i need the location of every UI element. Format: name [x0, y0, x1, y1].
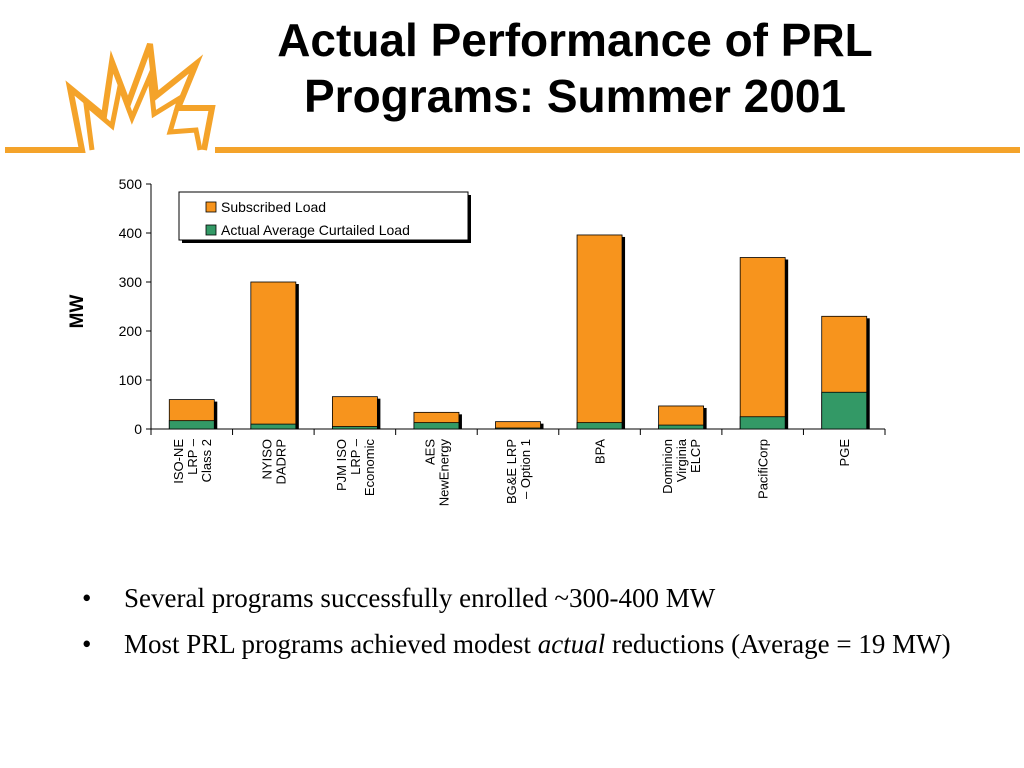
page-title: Actual Performance of PRL Programs: Summ…	[277, 14, 873, 122]
legend	[178, 191, 469, 241]
x-tick-label: ISO-NE LRP – Class 2	[171, 438, 214, 484]
x-tick-label-line: Class 2	[199, 439, 214, 482]
bar-actual-curtailed-load	[821, 391, 868, 430]
starburst-icon	[5, 42, 216, 153]
x-tick-label-line: LRP –	[185, 438, 200, 475]
x-tick-label: BG&E LRP – Option 1	[504, 439, 533, 504]
bullet-item: • Most PRL programs achieved modest actua…	[82, 624, 962, 665]
bullet-text-part: Most PRL programs achieved modest	[124, 629, 538, 659]
bullet-marker: •	[82, 583, 92, 613]
bar-actual-curtailed-load	[495, 427, 541, 430]
bar-actual-curtailed-load	[413, 422, 460, 430]
bar-subscribed-load	[331, 396, 378, 430]
x-tick-label-line: PJM ISO	[334, 439, 349, 491]
x-tick-label-line: NewEnergy	[436, 439, 451, 507]
x-tick-label-line: BPA	[593, 439, 608, 464]
x-tick-label: NYISO DADRP	[259, 439, 288, 485]
bullet-list: • Several programs successfully enrolled …	[82, 578, 962, 670]
y-tick-label: 0	[134, 421, 142, 437]
x-tick-label-line: ISO-NE	[171, 439, 186, 484]
bullet-text-part: Several programs successfully enrolled ~…	[124, 583, 716, 613]
x-tick-label-line: PacifiCorp	[756, 439, 771, 499]
bullet-text-part: reductions (Average = 19 MW)	[605, 629, 951, 659]
bar-subscribed-load	[250, 281, 297, 430]
bullet-text: Most PRL programs achieved modest actual…	[124, 624, 962, 665]
bar-subscribed-load	[576, 234, 623, 430]
starburst-logo-icon	[5, 42, 216, 153]
bullet-text: Several programs successfully enrolled ~…	[124, 578, 962, 619]
y-tick-label: 400	[119, 225, 143, 241]
x-tick-label-line: PGE	[837, 439, 852, 467]
x-tick-label-line: Virginia	[674, 438, 689, 482]
bar-actual-curtailed-load	[658, 424, 705, 430]
legend-swatch	[205, 224, 217, 236]
bar-actual-curtailed-load	[331, 426, 378, 430]
y-axis-label: MW	[67, 295, 88, 329]
bar-actual-curtailed-load	[739, 416, 786, 430]
title-underline	[215, 147, 1020, 153]
y-tick-label: 300	[119, 274, 143, 290]
bar-actual-curtailed-load	[250, 423, 297, 430]
y-tick-label: 200	[119, 323, 143, 339]
x-tick-label-line: ELCP	[688, 439, 703, 473]
x-tick-label: PGE	[837, 439, 852, 467]
legend-label: Actual Average Curtailed Load	[221, 222, 410, 238]
bar-actual-curtailed-load	[576, 422, 623, 430]
x-tick-label: PacifiCorp	[756, 439, 771, 499]
x-tick-label-line: LRP –	[348, 438, 363, 475]
y-tick-label: 500	[119, 176, 143, 192]
x-tick-label-line: BG&E LRP	[504, 439, 519, 504]
starburst-inner-icon	[82, 66, 203, 151]
x-tick-label-line: – Option 1	[518, 439, 533, 499]
bullet-marker: •	[82, 629, 92, 659]
y-tick-label: 100	[119, 372, 143, 388]
legend-label: Subscribed Load	[221, 199, 326, 215]
x-tick-label: Dominion Virginia ELCP	[660, 438, 703, 494]
bullet-emphasis: actual	[537, 629, 606, 659]
x-tick-label-line: Dominion	[660, 439, 675, 494]
x-tick-label: BPA	[593, 439, 608, 464]
x-tick-label: AES NewEnergy	[422, 439, 451, 507]
x-tick-label-line: NYISO	[259, 439, 274, 479]
bar-subscribed-load	[739, 257, 786, 430]
x-tick-label: PJM ISO LRP – Economic	[334, 438, 377, 496]
x-tick-label-line: Economic	[362, 439, 377, 497]
x-tick-label-line: AES	[422, 439, 437, 465]
x-tick-label-line: DADRP	[273, 439, 288, 485]
bar-actual-curtailed-load	[168, 420, 215, 430]
legend-swatch	[205, 201, 217, 213]
bullet-item: • Several programs successfully enrolled …	[82, 578, 962, 619]
